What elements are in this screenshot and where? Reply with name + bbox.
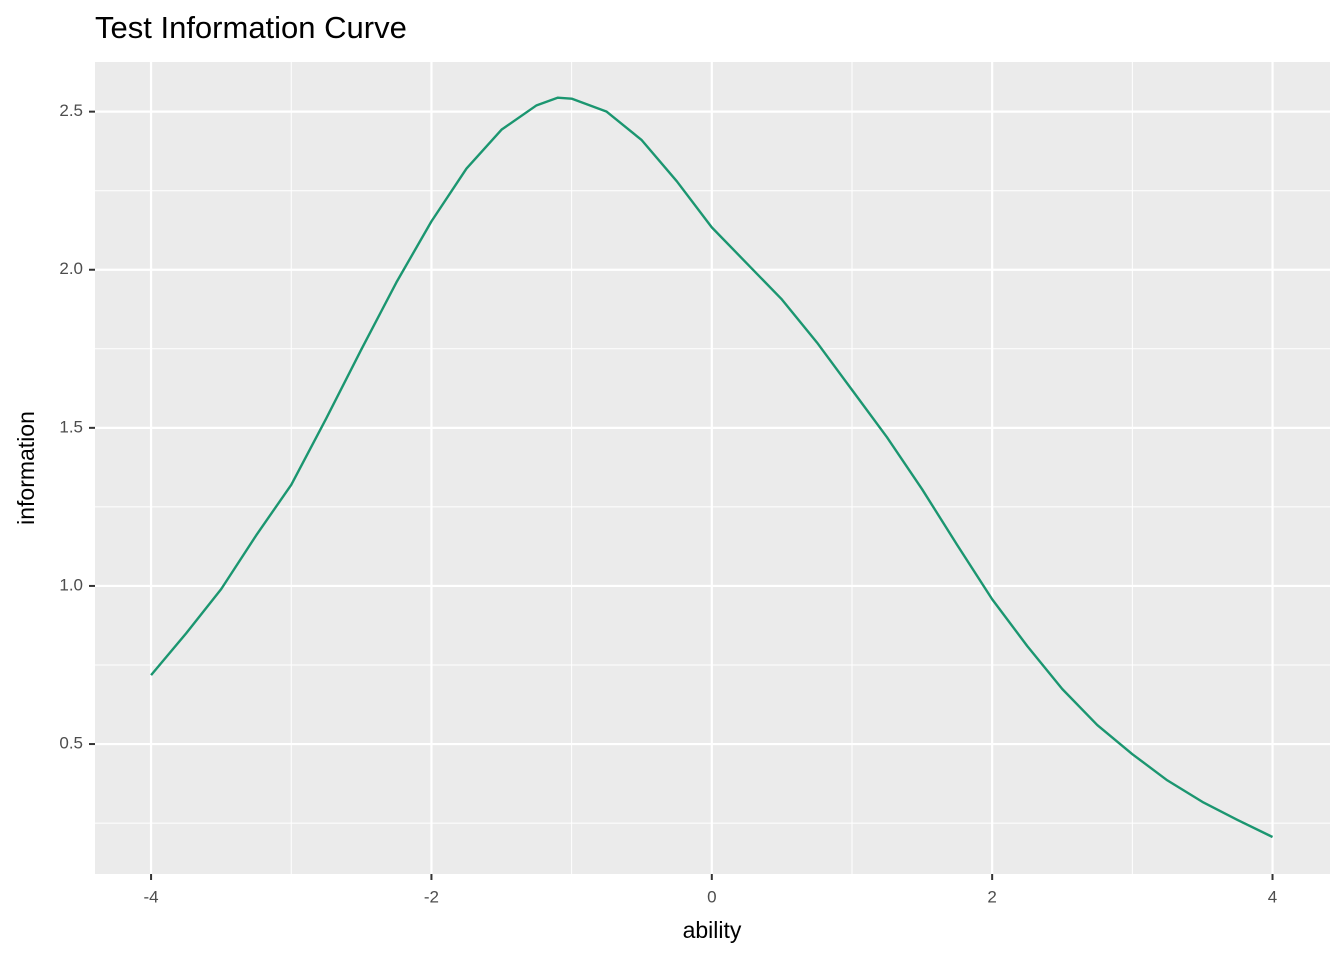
chart-title: Test Information Curve (95, 10, 407, 45)
x-tick-label: -4 (144, 887, 159, 906)
x-axis-label: ability (683, 917, 742, 943)
y-tick-label: 2.0 (59, 259, 83, 278)
y-axis-label: information (13, 411, 39, 525)
y-tick-label: 1.0 (59, 575, 83, 594)
y-tick-label: 0.5 (59, 734, 83, 753)
x-tick-label: 0 (707, 887, 716, 906)
curve (150, 96, 1274, 839)
y-tick-label: 2.5 (59, 101, 83, 120)
x-tick-label: 4 (1268, 887, 1277, 906)
x-tick-label: -2 (424, 887, 439, 906)
x-tick-label: 2 (987, 887, 996, 906)
y-tick-label: 1.5 (59, 417, 83, 436)
